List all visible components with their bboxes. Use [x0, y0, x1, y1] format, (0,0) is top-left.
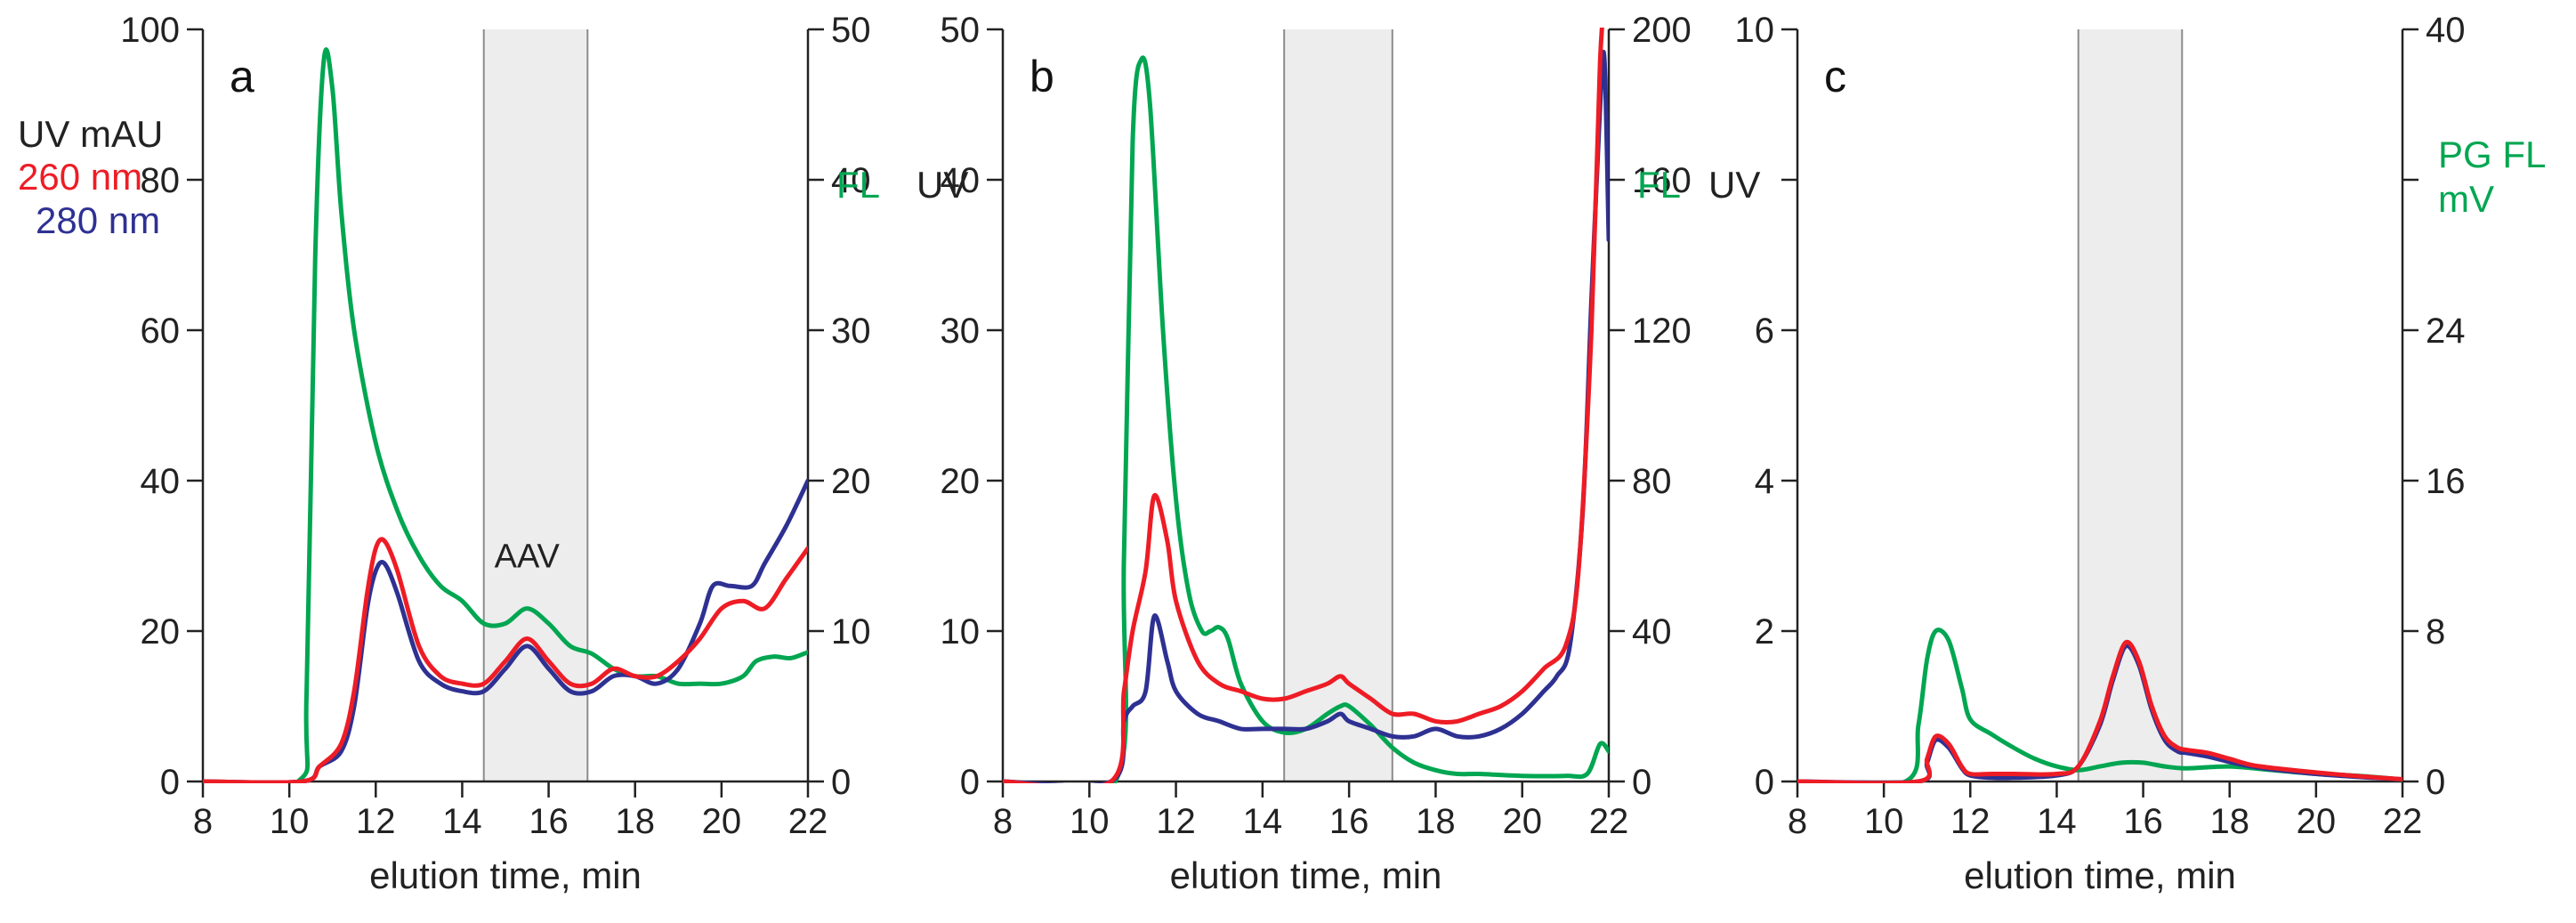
- x-tick-label: 10: [270, 802, 310, 841]
- x-tick-label: 18: [2209, 802, 2249, 841]
- right-axis-label: FL: [1637, 164, 1681, 206]
- x-tick-label: 16: [2123, 802, 2163, 841]
- panel-letter: b: [1030, 52, 1054, 101]
- x-axis-label: elution time, min: [1964, 854, 2236, 896]
- series-line-260nm: [1003, 28, 1604, 783]
- series-lines: [1003, 28, 1609, 783]
- right-tick-label: 200: [1632, 11, 1692, 50]
- left-tick-label: 6: [1755, 312, 1774, 351]
- x-tick-label: 8: [993, 802, 1013, 841]
- series-line-fl: [1003, 55, 1609, 783]
- x-tick-label: 16: [1329, 802, 1369, 841]
- left-tick-label: 10: [941, 612, 981, 652]
- series-line-fl: [1797, 627, 2402, 783]
- left-tick-label: 20: [141, 612, 181, 652]
- right-axis-label: FL: [836, 164, 880, 206]
- right-tick-label: 8: [2426, 612, 2445, 652]
- right-tick-label: 40: [831, 161, 871, 200]
- x-tick-label: 10: [1864, 802, 1904, 841]
- right-tick-label: 20: [831, 462, 871, 501]
- left-tick-label: 0: [1755, 763, 1774, 802]
- x-tick-label: 20: [702, 802, 742, 841]
- right-tick-label: 80: [1632, 462, 1672, 501]
- x-tick-label: 12: [356, 802, 396, 841]
- right-tick-label: 40: [2426, 11, 2466, 50]
- left-tick-label: 50: [941, 11, 981, 50]
- right-tick-label: 30: [831, 312, 871, 351]
- x-tick-label: 18: [1416, 802, 1456, 841]
- left-tick-label: 4: [1755, 462, 1774, 501]
- left-axis-label: UV: [1708, 164, 1760, 206]
- right-tick-label: 120: [1632, 312, 1692, 351]
- right-tick-label: 10: [831, 612, 871, 652]
- x-tick-label: 18: [615, 802, 655, 841]
- left-tick-label: 60: [141, 312, 181, 351]
- panel-letter: c: [1824, 52, 1846, 101]
- x-tick-label: 12: [1156, 802, 1196, 841]
- x-tick-label: 8: [193, 802, 213, 841]
- x-tick-label: 14: [1243, 802, 1283, 841]
- x-tick-label: 16: [529, 802, 569, 841]
- left-tick-label: 10: [1735, 11, 1775, 50]
- right-tick-label: 0: [831, 763, 851, 802]
- right-tick-label: 0: [1632, 763, 1651, 802]
- left-tick-label: 40: [941, 161, 981, 200]
- right-tick-label: 16: [2426, 462, 2466, 501]
- shaded-region: [483, 29, 588, 781]
- x-tick-label: 8: [1788, 802, 1807, 841]
- left-tick-label: 0: [960, 763, 980, 802]
- right-tick-label: 24: [2426, 312, 2466, 351]
- x-axis-label: elution time, min: [1170, 854, 1442, 896]
- x-tick-label: 22: [1589, 802, 1629, 841]
- panel-letter: a: [230, 52, 254, 101]
- panel-a: 0 20 40 60 80 100 0 10 20 30 40 50 8 10 12 14 16 18 20 22 el…: [18, 11, 880, 896]
- series-line-260nm: [1797, 639, 2402, 783]
- annotation-label: AAV: [495, 538, 561, 575]
- left-axis-label: UV mAU: [18, 113, 163, 155]
- right-tick-label: 160: [1632, 161, 1692, 200]
- left-tick-label: 100: [120, 11, 180, 50]
- right-axis-label: mV: [2438, 178, 2494, 220]
- x-tick-label: 20: [1502, 802, 1542, 841]
- x-tick-label: 20: [2297, 802, 2337, 841]
- left-tick-label: 30: [941, 312, 981, 351]
- left-axis-label: UV: [917, 164, 968, 206]
- left-tick-label: 2: [1755, 612, 1774, 652]
- left-tick-label: 80: [141, 161, 181, 200]
- left-axis-label: 280 nm: [36, 199, 160, 241]
- right-axis-label: PG FL: [2438, 134, 2546, 175]
- left-tick-label: 0: [160, 763, 180, 802]
- shaded-region: [1284, 29, 1393, 781]
- panel-b: 0 10 20 30 40 50 0 40 80 120 160 200 8 10 12 14 16 18 20 22…: [917, 11, 1692, 896]
- x-tick-label: 14: [2037, 802, 2077, 841]
- left-tick-label: 20: [941, 462, 981, 501]
- right-tick-label: 40: [1632, 612, 1672, 652]
- left-axis-label: 260 nm: [18, 156, 142, 198]
- shaded-region: [2078, 29, 2183, 781]
- series-lines: [1797, 627, 2402, 783]
- right-tick-label: 50: [831, 11, 871, 50]
- x-tick-label: 22: [2383, 802, 2423, 841]
- right-tick-label: 0: [2426, 763, 2445, 802]
- x-tick-label: 10: [1070, 802, 1110, 841]
- x-axis-label: elution time, min: [369, 854, 642, 896]
- left-tick-label: 40: [141, 462, 181, 501]
- series-line-fl: [203, 47, 808, 783]
- x-tick-label: 14: [442, 802, 482, 841]
- x-tick-label: 22: [788, 802, 828, 841]
- series-line-260nm: [203, 537, 808, 783]
- x-tick-label: 12: [1950, 802, 1991, 841]
- series-lines: [203, 47, 808, 783]
